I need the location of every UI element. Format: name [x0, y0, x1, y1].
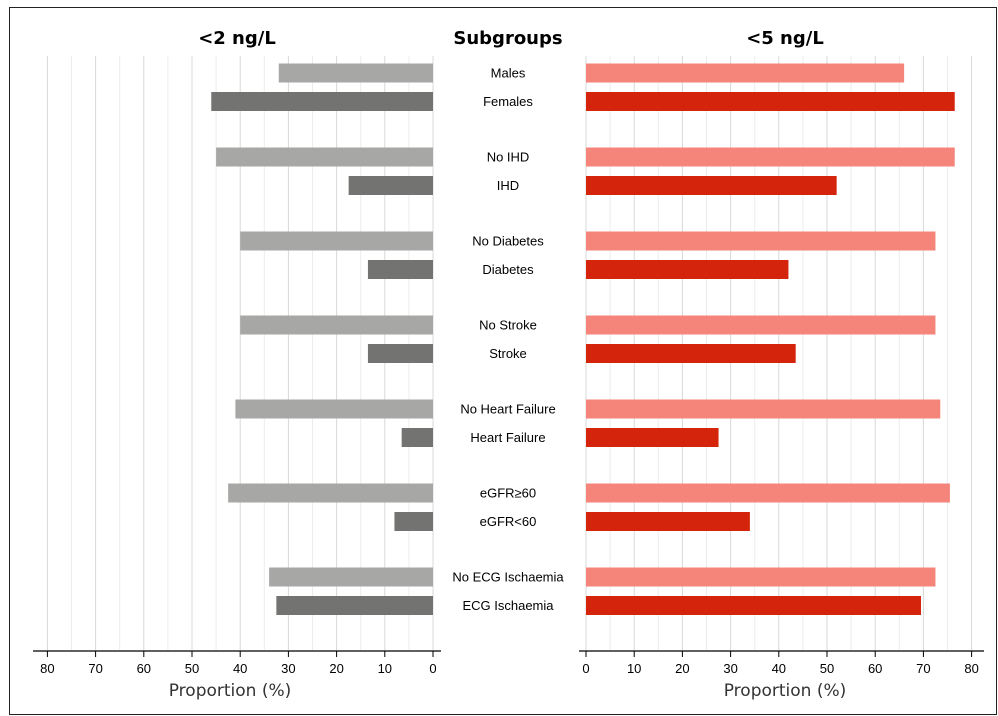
bar-right-females: [586, 92, 955, 111]
tick-label: 60: [137, 661, 151, 676]
bar-left-egfr-ge-60: [228, 483, 433, 503]
right-x-ticks: 0 10 20 30 40 50 60 70 80: [582, 651, 979, 676]
tick-label: 10: [627, 661, 641, 676]
bar-left-no-ihd: [216, 147, 433, 167]
bar-right-no-stroke: [586, 315, 936, 335]
center-title: Subgroups: [453, 28, 562, 49]
category-label-no-diabetes: No Diabetes: [472, 234, 544, 249]
tick-label: 70: [88, 661, 102, 676]
category-label-no-ihd: No IHD: [487, 150, 530, 165]
tick-label: 60: [868, 661, 882, 676]
right-x-axis-label: Proportion (%): [724, 681, 847, 701]
bar-left-no-ecg-ischaemia: [269, 567, 433, 587]
bar-left-ecg-ischaemia: [276, 596, 433, 615]
bar-left-heart-failure: [401, 428, 433, 447]
left-x-ticks: 80 70 60 50 40 30 20 10 0: [40, 651, 437, 676]
tick-label: 30: [723, 661, 737, 676]
tick-label: 50: [185, 661, 199, 676]
bar-left-diabetes: [367, 260, 433, 279]
left-x-axis-label: Proportion (%): [169, 681, 292, 701]
bar-right-no-ecg-ischaemia: [586, 567, 936, 587]
category-label-stroke: Stroke: [489, 346, 527, 361]
bar-right-egfr-lt-60: [586, 512, 750, 531]
tick-label: 80: [964, 661, 978, 676]
category-label-no-heart-failure: No Heart Failure: [460, 402, 555, 417]
tick-label: 40: [233, 661, 247, 676]
category-label-diabetes: Diabetes: [482, 262, 534, 277]
bar-left-egfr-lt-60: [394, 512, 433, 531]
category-label-heart-failure: Heart Failure: [470, 430, 545, 445]
tick-label: 40: [772, 661, 786, 676]
category-label-ihd: IHD: [497, 178, 519, 193]
category-label-no-stroke: No Stroke: [479, 318, 537, 333]
category-label-no-ecg-ischaemia: No ECG Ischaemia: [452, 570, 564, 585]
tick-label: 0: [429, 661, 436, 676]
bar-left-stroke: [367, 344, 433, 363]
tick-label: 50: [820, 661, 834, 676]
tick-label: 20: [675, 661, 689, 676]
category-label-egfr-lt-60: eGFR<60: [480, 514, 537, 529]
category-label-ecg-ischaemia: ECG Ischaemia: [462, 598, 554, 613]
tick-label: 70: [916, 661, 930, 676]
bar-right-ecg-ischaemia: [586, 596, 921, 615]
bar-right-diabetes: [586, 260, 789, 279]
bar-right-stroke: [586, 344, 796, 363]
tick-label: 0: [582, 661, 589, 676]
right-panel-title: <5 ng/L: [746, 28, 824, 49]
bars-group: [211, 63, 955, 615]
bar-right-males: [586, 63, 905, 83]
tick-label: 80: [40, 661, 54, 676]
left-panel-title: <2 ng/L: [198, 28, 276, 49]
bar-right-heart-failure: [586, 428, 719, 447]
tick-label: 30: [281, 661, 295, 676]
bar-left-females: [211, 92, 433, 111]
tick-label: 20: [329, 661, 343, 676]
category-labels: Males Females No IHD IHD No Diabetes Diabetes…: [452, 66, 564, 614]
bar-right-ihd: [586, 176, 837, 195]
bar-left-males: [278, 63, 433, 83]
category-label-egfr-ge-60: eGFR≥60: [480, 486, 536, 501]
bar-right-no-diabetes: [586, 231, 936, 251]
tick-label: 10: [378, 661, 392, 676]
bar-right-no-ihd: [586, 147, 955, 167]
category-label-females: Females: [483, 94, 533, 109]
bar-left-no-stroke: [240, 315, 433, 335]
bar-left-ihd: [348, 176, 433, 195]
bar-left-no-diabetes: [240, 231, 433, 251]
category-label-males: Males: [491, 66, 526, 81]
bar-right-no-heart-failure: [586, 399, 941, 419]
bar-right-egfr-ge-60: [586, 483, 950, 503]
bar-left-no-heart-failure: [235, 399, 433, 419]
